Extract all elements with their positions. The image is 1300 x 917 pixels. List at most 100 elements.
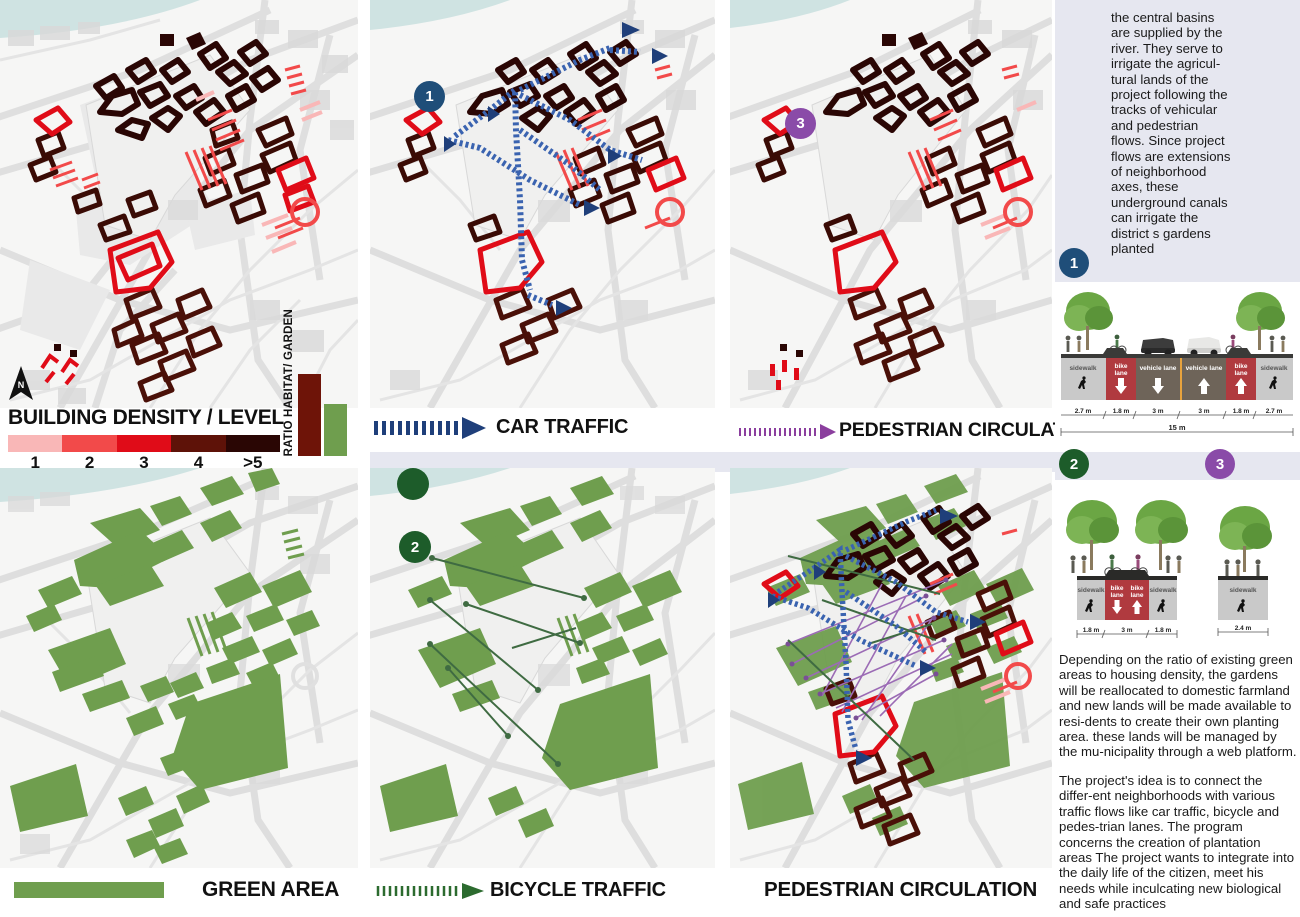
section-marker-1-label: 1: [1069, 254, 1079, 272]
pedestrian-arrow-icon-top: [738, 423, 836, 439]
map-panel-pedestrian-top: 3: [730, 0, 1052, 408]
legend-building-density: BUILDING DENSITY / LEVEL 1 2 3 4 >5: [8, 406, 288, 473]
svg-text:sidewalk: sidewalk: [1260, 365, 1287, 372]
pedestrian-glyph: [1078, 376, 1277, 389]
legend-car-traffic: CAR TRAFFIC: [374, 416, 628, 439]
row-divider-band: [370, 452, 1055, 472]
legend-ratio-habitat-garden: RATIO HABITAT/ GARDEN: [283, 309, 347, 456]
car-left: [1141, 338, 1175, 357]
bicycle-traffic-legend-title: BICYCLE TRAFFIC: [490, 879, 666, 901]
pedestrian-circulation-map-top[interactable]: [730, 0, 1052, 408]
density-step-5: [225, 435, 281, 452]
green-area-swatch: [14, 882, 164, 898]
svg-text:1.8 m: 1.8 m: [1155, 627, 1172, 634]
green-area-legend-title: GREEN AREA: [202, 878, 340, 901]
svg-text:15 m: 15 m: [1168, 423, 1185, 432]
map-panel-pedestrian-bottom: [730, 468, 1052, 868]
bicycle-traffic-map[interactable]: [370, 468, 715, 868]
tree-left: [1064, 292, 1113, 350]
pedestrian-legend-title-bottom: PEDESTRIAN CIRCULATION: [764, 878, 1038, 901]
svg-text:lane: lane: [1110, 592, 1123, 599]
svg-text:sidewalk: sidewalk: [1069, 365, 1096, 372]
svg-text:bike: bike: [1130, 585, 1143, 592]
section-marker-2[interactable]: 2: [1059, 449, 1089, 479]
marker-3-label: 3: [796, 115, 805, 132]
svg-text:1.8 m: 1.8 m: [1083, 627, 1100, 634]
pedestrian-circulation-map-bottom[interactable]: [730, 468, 1052, 868]
legend-green-area: GREEN AREA: [14, 878, 339, 902]
svg-text:2.7 m: 2.7 m: [1075, 408, 1092, 415]
svg-text:1.8 m: 1.8 m: [1113, 408, 1130, 415]
density-step-label-4: 4: [193, 453, 204, 472]
section-marker-2-label: 2: [1069, 455, 1079, 473]
map-marker-3[interactable]: 3: [785, 108, 816, 139]
north-arrow-icon: N: [9, 366, 33, 400]
density-step-label-2: 2: [84, 453, 95, 472]
section-marker-3[interactable]: 3: [1205, 449, 1235, 479]
density-step-2: [62, 435, 117, 452]
density-step-1: [8, 435, 63, 452]
map-panel-green-area: [0, 468, 358, 868]
svg-text:3 m: 3 m: [1198, 408, 1209, 415]
svg-text:bike: bike: [1114, 363, 1127, 370]
svg-text:3 m: 3 m: [1121, 627, 1132, 634]
bottom-paragraph-1: Depending on the ratio of existing green…: [1059, 652, 1297, 760]
lane-direction-arrows: [1115, 378, 1247, 394]
svg-text:sidewalk: sidewalk: [1077, 587, 1104, 594]
tree-sec3: [1219, 506, 1272, 572]
svg-text:1.8 m: 1.8 m: [1233, 408, 1250, 415]
section-marker-1[interactable]: 1: [1059, 248, 1089, 278]
svg-text:2.7 m: 2.7 m: [1266, 408, 1283, 415]
people-right: [1269, 335, 1286, 352]
density-gradient-bar: 1 2 3 4 >5: [8, 435, 281, 473]
map-marker-2[interactable]: [397, 468, 429, 500]
green-areas: [10, 468, 320, 864]
bicycle-traffic-arrow-icon: [376, 882, 484, 900]
map-marker-2-badge[interactable]: 2: [399, 531, 431, 563]
tree-sec2-left: [1066, 500, 1119, 570]
bottom-paragraph-2: The project's idea is to connect the dif…: [1059, 773, 1295, 912]
svg-text:lane: lane: [1234, 370, 1247, 377]
svg-text:bike: bike: [1110, 585, 1123, 592]
building-density-map[interactable]: [0, 0, 358, 408]
tree-right: [1236, 292, 1285, 350]
people-left: [1065, 335, 1082, 352]
svg-text:lane: lane: [1130, 592, 1143, 599]
svg-text:vehicle lane: vehicle lane: [1186, 365, 1223, 372]
legend-pedestrian-top: PEDESTRIAN CIRCULATION: [738, 419, 1099, 442]
ratio-legend-label: RATIO HABITAT/ GARDEN: [283, 308, 295, 456]
car-traffic-arrow-icon: [374, 416, 486, 439]
map-panel-bicycle-traffic: [370, 468, 715, 868]
density-step-3: [116, 435, 172, 452]
marker-1-label: 1: [425, 88, 434, 105]
density-step-label-5: >5: [243, 453, 263, 472]
density-legend-title: BUILDING DENSITY / LEVEL: [8, 406, 284, 429]
right-info-column: the central basins are supplied by the r…: [1055, 0, 1300, 917]
bicycle-flow-lines: [429, 557, 585, 765]
north-label: N: [18, 380, 25, 390]
pedestrian-legend-title-top: PEDESTRIAN CIRCULATION: [839, 419, 1099, 441]
legend-bicycle-traffic: BICYCLE TRAFFIC: [376, 879, 666, 902]
svg-text:sidewalk: sidewalk: [1229, 587, 1256, 594]
tree-sec2-right: [1135, 500, 1188, 570]
ratio-bar-habitat: [298, 374, 321, 456]
street-sections-2-3: sidewalk bike lane bike lane sidewalk 1.8 …: [1055, 486, 1300, 650]
marker-2-label: 2: [410, 538, 420, 556]
density-step-label-1: 1: [30, 453, 40, 472]
street-section-1: sidewalk bike lane vehicle lane vehicle l…: [1055, 282, 1300, 450]
car-flow-arrowheads: [444, 22, 668, 316]
green-area-map[interactable]: [0, 468, 358, 868]
svg-text:2.4 m: 2.4 m: [1235, 625, 1252, 632]
svg-text:bike: bike: [1234, 363, 1247, 370]
ratio-bar-garden: [324, 404, 347, 456]
map-panel-car-traffic: 1: [370, 0, 715, 408]
car-traffic-map[interactable]: [370, 0, 715, 408]
density-step-4: [171, 435, 226, 452]
section-marker-band: [1055, 452, 1300, 480]
map-marker-1[interactable]: 1: [414, 81, 445, 112]
svg-text:sidewalk: sidewalk: [1149, 587, 1176, 594]
pedestrian-flow-lines: [787, 579, 953, 721]
map-panel-building-density: N: [0, 0, 358, 408]
